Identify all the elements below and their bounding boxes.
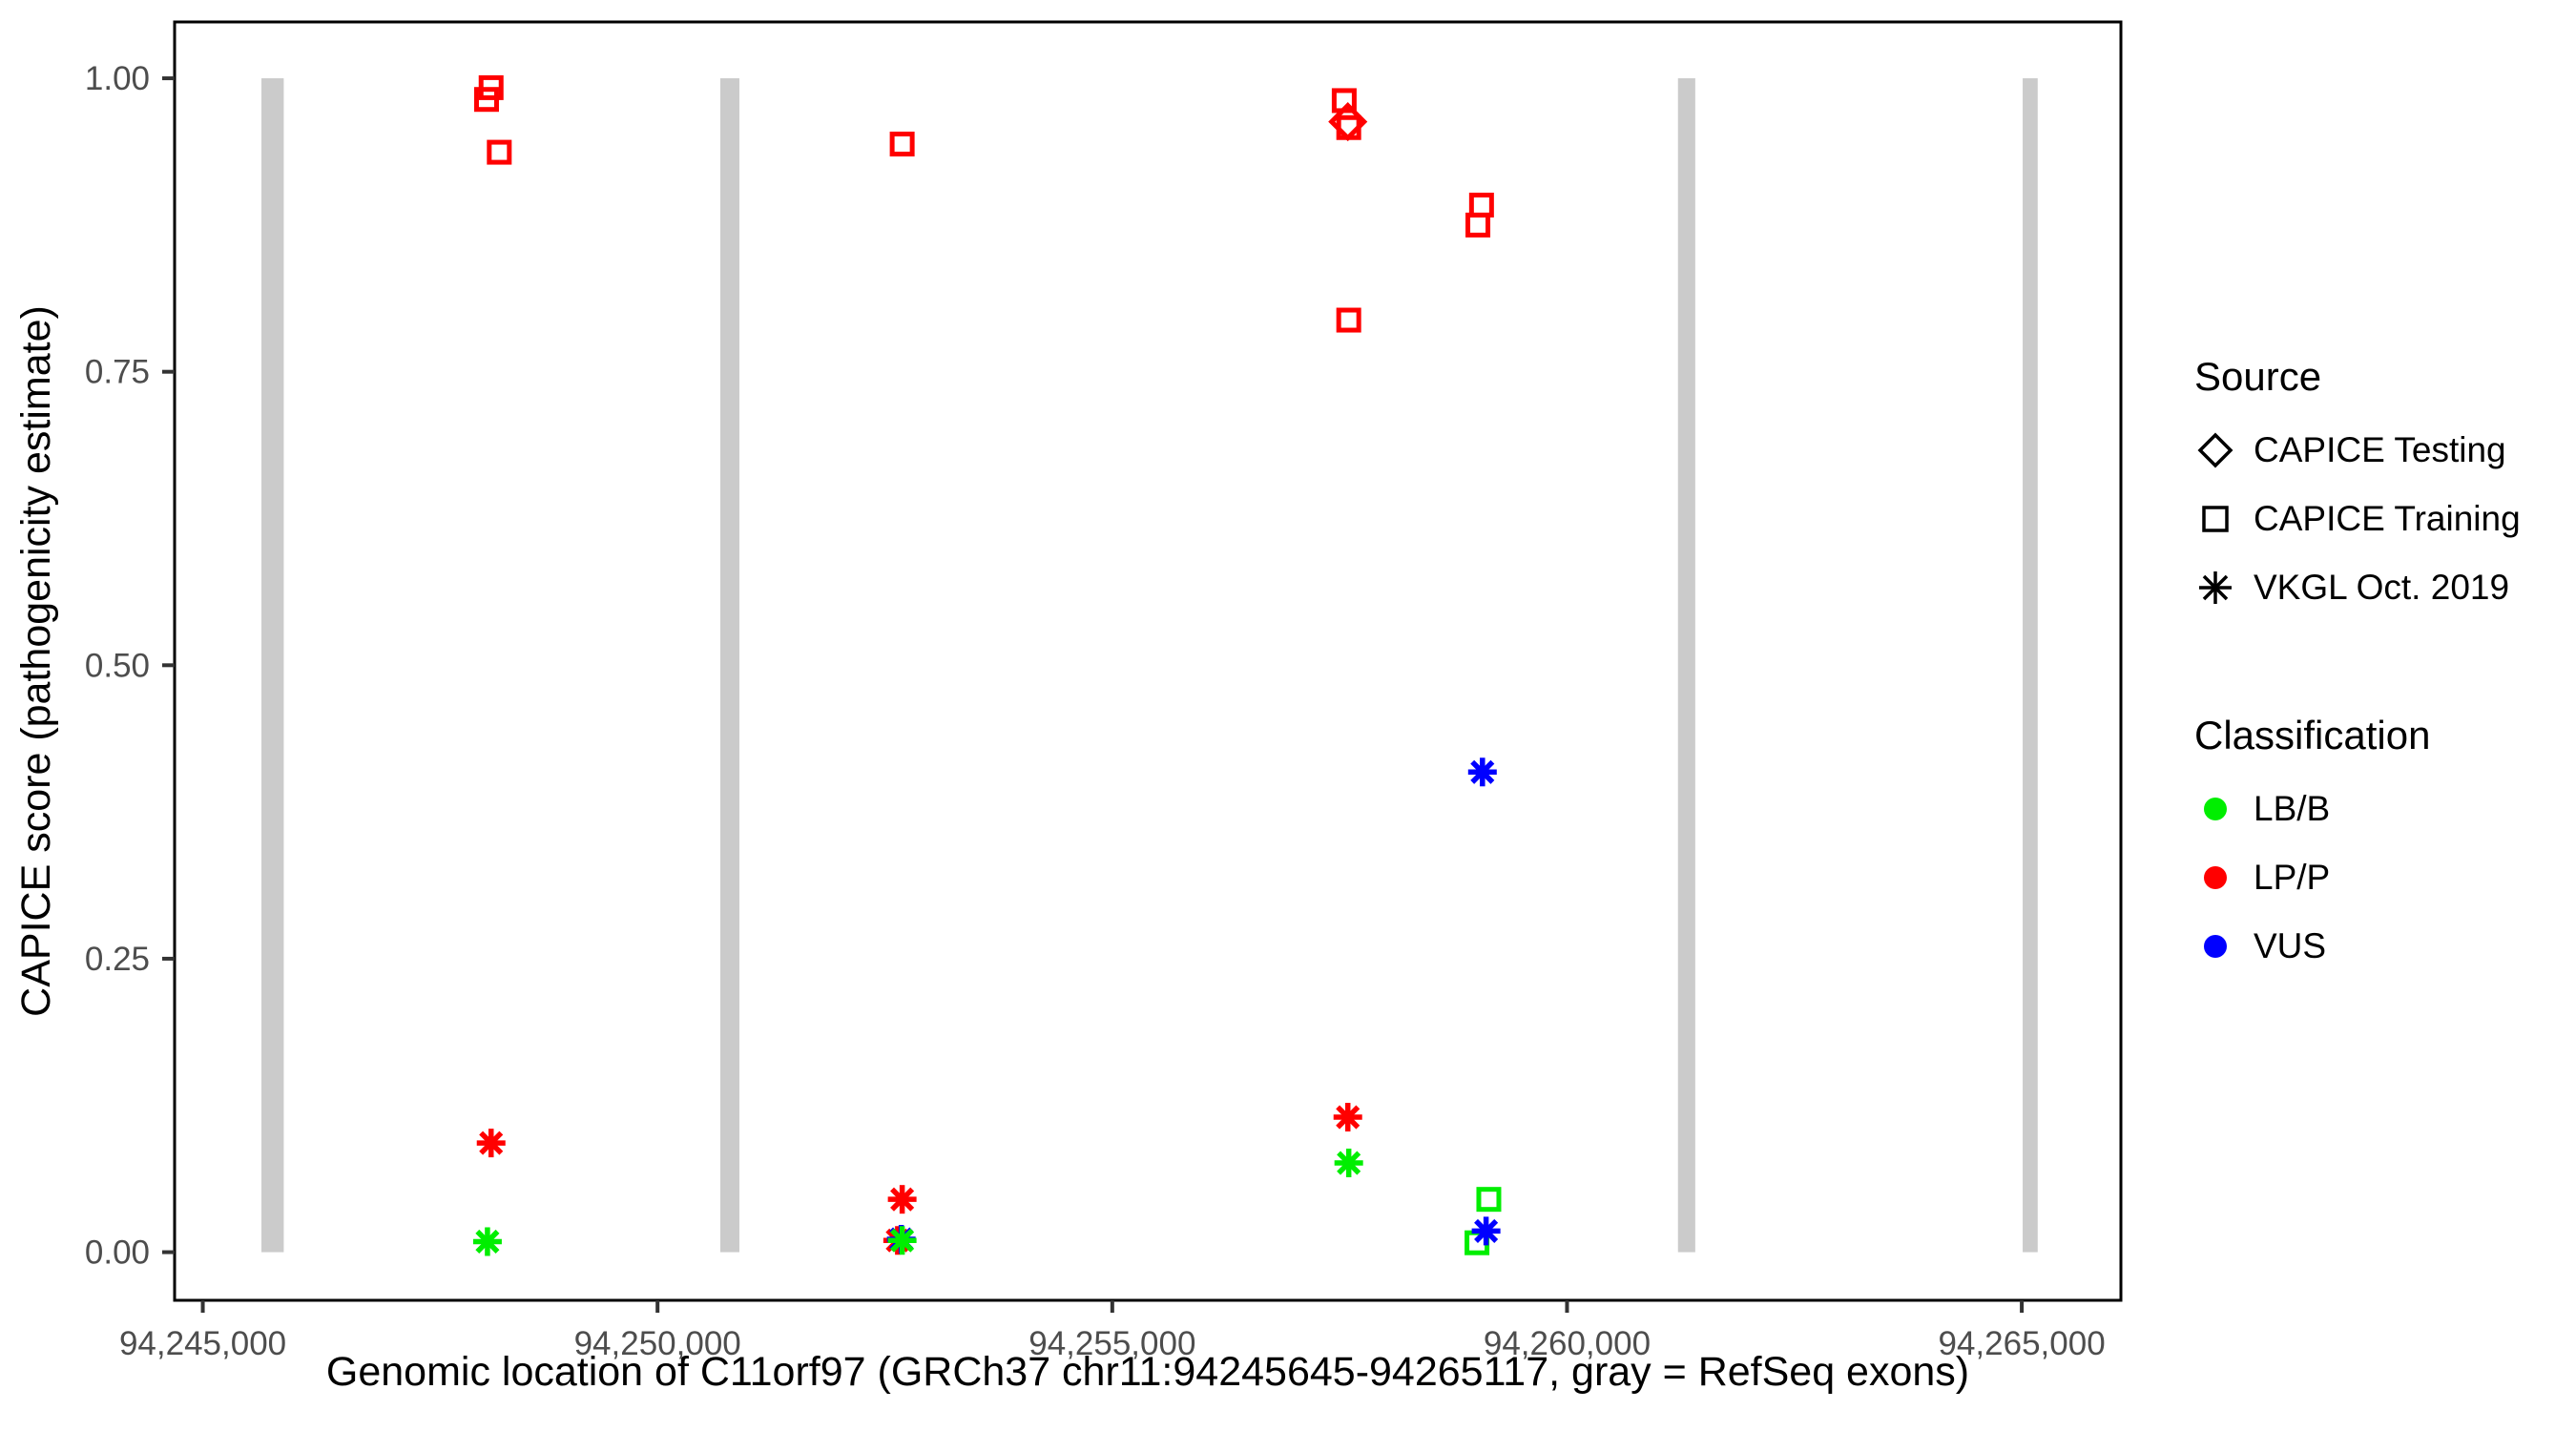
asterisk-arm — [479, 1130, 504, 1155]
legend-item-vus: VUS — [2194, 912, 2572, 981]
data-point — [1336, 307, 1361, 333]
exon-bar — [2023, 78, 2038, 1253]
data-point — [1468, 192, 1494, 218]
y-tick-label: 1.00 — [85, 60, 150, 97]
legend: Source CAPICE Testing CAPICE Training — [2194, 351, 2572, 981]
legend-classification-title: Classification — [2194, 713, 2431, 757]
data-point — [1334, 1149, 1363, 1178]
legend-label: VKGL Oct. 2019 — [2254, 568, 2510, 607]
exon-bar — [261, 78, 284, 1253]
y-tick-label: 0.75 — [85, 354, 150, 391]
blue-dot-icon — [2194, 925, 2254, 967]
legend-label: LP/P — [2254, 858, 2331, 897]
y-axis-title: CAPICE score (pathogenicity estimate) — [13, 305, 59, 1017]
legend-item-capice-training: CAPICE Training — [2194, 485, 2572, 553]
legend-classification: Classification LB/B LP/P — [2194, 710, 2572, 981]
asterisk-arm — [1474, 1218, 1499, 1243]
legend-label: CAPICE Testing — [2254, 430, 2506, 469]
panel-border — [173, 20, 2123, 1302]
red-dot-icon — [2194, 857, 2254, 899]
legend-source: Source CAPICE Testing CAPICE Training — [2194, 351, 2572, 622]
x-tick-label: 94,255,000 — [1028, 1325, 1195, 1362]
x-axis-title: Genomic location of C11orf97 (GRCh37 chr… — [326, 1349, 1969, 1395]
data-point — [887, 1185, 917, 1214]
data-point — [887, 1226, 917, 1255]
data-point — [1467, 757, 1497, 787]
data-point — [472, 1227, 502, 1256]
asterisk-arm — [1336, 1105, 1361, 1130]
legend-label: VUS — [2254, 926, 2327, 965]
asterisk-arm — [890, 1228, 915, 1253]
y-tick-label: 0.25 — [85, 941, 150, 978]
legend-item-lpp: LP/P — [2194, 843, 2572, 912]
data-point — [1476, 1187, 1502, 1213]
data-point — [1465, 212, 1491, 238]
data-point — [889, 131, 915, 156]
x-tick-label: 94,265,000 — [1939, 1325, 2106, 1362]
asterisk-arm — [1470, 759, 1495, 784]
y-tick-label: 0.00 — [85, 1234, 150, 1272]
x-tick-label: 94,260,000 — [1484, 1325, 1651, 1362]
data-point — [1471, 1216, 1501, 1246]
x-tick-label: 94,245,000 — [119, 1325, 286, 1362]
data-point — [1336, 114, 1361, 140]
square-icon — [2194, 498, 2254, 540]
green-dot-icon — [2194, 788, 2254, 830]
data-point — [1333, 1103, 1362, 1132]
y-tick-label: 0.50 — [85, 647, 150, 684]
asterisk-icon — [2194, 567, 2254, 609]
legend-item-vkgl: VKGL Oct. 2019 — [2194, 553, 2572, 622]
data-point — [476, 1129, 506, 1158]
legend-item-lbb: LB/B — [2194, 775, 2572, 843]
legend-label: LB/B — [2254, 789, 2331, 828]
asterisk-arm — [1337, 1151, 1361, 1175]
data-point — [487, 139, 512, 165]
data-point — [473, 87, 499, 113]
legend-item-capice-testing: CAPICE Testing — [2194, 416, 2572, 485]
legend-source-title: Source — [2194, 354, 2322, 399]
x-tick-label: 94,250,000 — [574, 1325, 741, 1362]
exon-bar — [1677, 78, 1695, 1253]
legend-label: CAPICE Training — [2254, 499, 2521, 538]
exon-bar — [719, 78, 739, 1253]
diamond-icon — [2194, 429, 2254, 471]
asterisk-arm — [475, 1229, 500, 1255]
asterisk-arm — [890, 1187, 915, 1212]
